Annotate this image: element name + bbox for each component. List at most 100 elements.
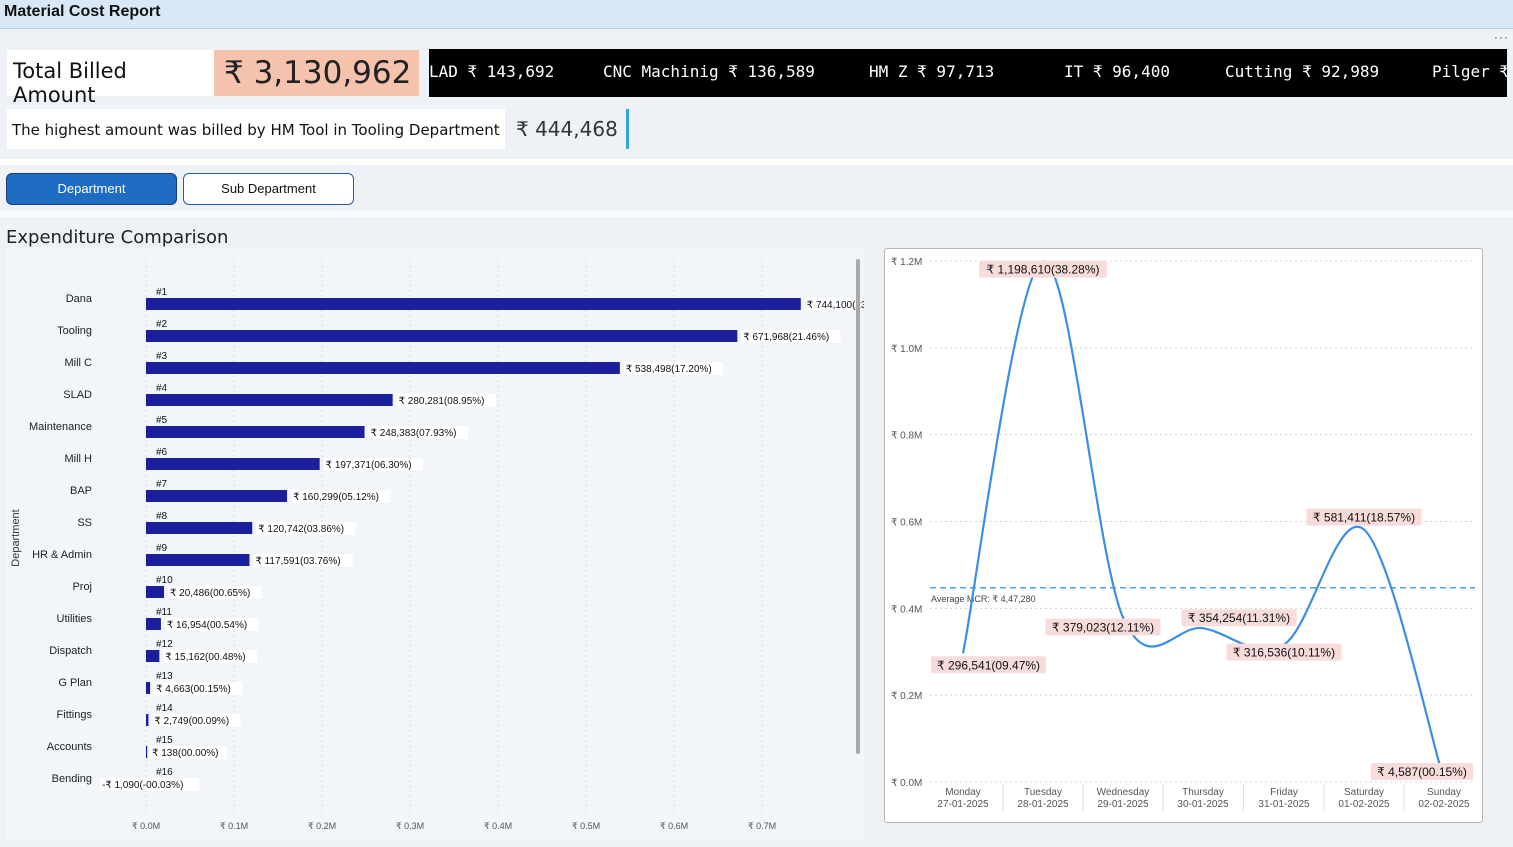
- x-tick-date: 31-01-2025: [1258, 799, 1310, 810]
- data-label-bg: [741, 330, 841, 343]
- data-label: ₹ 280,281(08.95%): [399, 396, 485, 407]
- category-label: Fittings: [57, 709, 93, 721]
- department-button[interactable]: Department: [6, 173, 177, 205]
- data-label-bg: [1181, 609, 1297, 627]
- data-label: ₹ 15,162(00.48%): [165, 652, 245, 663]
- rank-label: #8: [156, 511, 168, 522]
- data-label-bg: [168, 586, 262, 599]
- data-label: ₹ 138(00.00%): [152, 748, 218, 759]
- y-axis-title: Department: [10, 509, 22, 566]
- sub-department-button[interactable]: Sub Department: [183, 173, 354, 205]
- total-billed-value: ₹ 3,130,962: [224, 55, 412, 91]
- y-tick-label: ₹ 0.2M: [891, 691, 922, 702]
- data-label: ₹ 4,663(00.15%): [156, 684, 231, 695]
- x-tick-date: 30-01-2025: [1177, 799, 1229, 810]
- category-label: Bending: [52, 773, 92, 785]
- category-label: Dispatch: [49, 645, 92, 657]
- data-label-bg: [154, 682, 243, 695]
- data-label: ₹ 296,541(09.47%): [937, 658, 1040, 672]
- department-bar-chart: ₹ 0.0M ₹ 0.1M ₹ 0.2M ₹ 0.3M ₹ 0.4M ₹ 0.5M ₹ 0.…: [10, 260, 905, 831]
- bar: [146, 298, 801, 310]
- data-label: ₹ 2,749(00.09%): [154, 716, 229, 727]
- data-label-bg: [150, 746, 227, 759]
- bar: [146, 362, 620, 374]
- more-options-icon[interactable]: ···: [1494, 30, 1509, 44]
- data-label-bg: [368, 426, 468, 439]
- x-tick-date: 02-02-2025: [1418, 799, 1470, 810]
- data-label-bg: [152, 714, 241, 727]
- x-tick-label: ₹ 0.6M: [660, 821, 688, 831]
- line-chart-panel: ₹ 0.0M ₹ 0.2M ₹ 0.4M ₹ 0.6M ₹ 0.8M ₹ 1.0M ₹ 1.…: [884, 248, 1483, 823]
- data-label-bg: [1045, 618, 1161, 636]
- bar: [146, 426, 365, 438]
- data-label: ₹ 20,486(00.65%): [170, 588, 250, 599]
- bar: [146, 330, 738, 342]
- chart-scrollbar[interactable]: [856, 259, 860, 754]
- rank-label: #9: [156, 543, 168, 554]
- data-label-bg: [1306, 508, 1422, 526]
- data-label: ₹ 354,254(11.31%): [1188, 611, 1290, 625]
- data-label: ₹ 744,100(23.77%): [807, 300, 864, 311]
- rank-label: #10: [156, 575, 173, 586]
- category-label: Maintenance: [29, 421, 92, 433]
- x-tick-day: Thursday: [1182, 787, 1224, 798]
- x-tick-day: Monday: [945, 787, 981, 798]
- accent-divider: [626, 109, 629, 149]
- x-tick-date: 28-01-2025: [1017, 799, 1069, 810]
- data-label: ₹ 197,371(06.30%): [326, 460, 412, 471]
- highest-billed-value: ₹ 444,468: [516, 117, 618, 141]
- y-tick-label: ₹ 0.0M: [891, 778, 922, 789]
- x-tick-label: ₹ 0.0M: [132, 821, 160, 831]
- bar: [146, 458, 320, 470]
- data-label-bg: [256, 522, 356, 535]
- category-label: HR & Admin: [32, 549, 92, 561]
- divider: [0, 211, 1513, 217]
- x-tick-label: ₹ 0.2M: [308, 821, 336, 831]
- bar: [146, 618, 161, 630]
- data-label-bg: [291, 490, 391, 503]
- rank-label: #7: [156, 479, 168, 490]
- data-label: ₹ 16,954(00.54%): [167, 620, 247, 631]
- x-tick-date: 27-01-2025: [937, 799, 989, 810]
- bar: [146, 714, 149, 726]
- data-label-bg: [979, 260, 1107, 278]
- highest-billed-text: The highest amount was billed by HM Tool…: [12, 121, 500, 139]
- x-tick-date: 29-01-2025: [1097, 799, 1149, 810]
- total-billed-label-card: Total Billed Amount: [7, 50, 214, 107]
- x-tick-label: ₹ 0.3M: [396, 821, 424, 831]
- y-tick-label: ₹ 0.6M: [891, 518, 922, 529]
- data-label: ₹ 4,587(00.15%): [1377, 765, 1467, 779]
- x-tick-day: Tuesday: [1024, 787, 1062, 798]
- total-billed-label: Total Billed Amount: [13, 59, 127, 107]
- page-title: Material Cost Report: [4, 3, 161, 20]
- category-label: Tooling: [57, 325, 92, 337]
- y-tick-label: ₹ 0.4M: [891, 604, 922, 615]
- category-label: Mill H: [65, 453, 93, 465]
- x-tick-day: Wednesday: [1097, 787, 1150, 798]
- bar: [146, 586, 165, 598]
- data-label-bg: [100, 778, 200, 791]
- data-label: ₹ 581,411(18.57%): [1313, 511, 1415, 525]
- rank-label: #14: [156, 703, 173, 714]
- data-label-bg: [253, 554, 353, 567]
- y-tick-label: ₹ 1.0M: [891, 344, 922, 355]
- x-tick-label: ₹ 0.1M: [220, 821, 248, 831]
- rank-label: #1: [156, 287, 168, 298]
- ticker-item: IT ₹ 96,400: [1064, 62, 1170, 81]
- data-label-bg: [396, 394, 496, 407]
- average-label: Average MCR: ₹ 4,47,280: [931, 594, 1036, 604]
- category-label: Proj: [72, 581, 92, 593]
- data-label-bg: [163, 650, 257, 663]
- x-tick-date: 01-02-2025: [1338, 799, 1390, 810]
- data-label-bg: [931, 656, 1047, 674]
- divider: [0, 159, 1513, 165]
- daily-line-chart: ₹ 0.0M ₹ 0.2M ₹ 0.4M ₹ 0.6M ₹ 0.8M ₹ 1.0M ₹ 1.…: [891, 257, 1475, 811]
- category-label: BAP: [70, 485, 92, 497]
- y-tick-label: ₹ 1.2M: [891, 257, 922, 268]
- rank-label: #6: [156, 447, 168, 458]
- x-tick-label: ₹ 0.7M: [748, 821, 776, 831]
- bar: [146, 394, 393, 406]
- data-label: ₹ 248,383(07.93%): [371, 428, 457, 439]
- rank-label: #13: [156, 671, 173, 682]
- category-label: Mill C: [65, 357, 93, 369]
